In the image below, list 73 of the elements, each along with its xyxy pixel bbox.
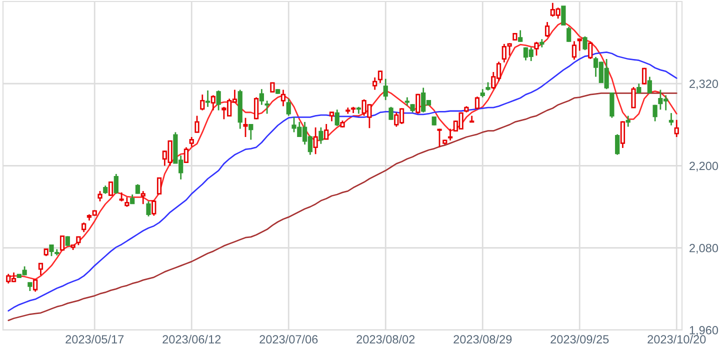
candlestick bbox=[388, 106, 394, 121]
candlestick bbox=[647, 76, 652, 94]
y-tick-label: 2,200 bbox=[690, 162, 718, 172]
candlestick bbox=[588, 41, 593, 60]
candlestick bbox=[582, 36, 588, 51]
x-tick-label: 2023/05/17 bbox=[66, 334, 124, 344]
x-tick-label: 2023/10/20 bbox=[648, 334, 706, 344]
candlestick bbox=[280, 89, 286, 107]
y-tick-label: 2,080 bbox=[690, 244, 718, 254]
x-tick-label: 2023/08/02 bbox=[356, 334, 415, 344]
candlestick bbox=[65, 236, 70, 247]
candlestick bbox=[146, 200, 151, 218]
candlestick bbox=[184, 146, 189, 164]
candlestick bbox=[205, 90, 210, 108]
candlestick bbox=[60, 236, 65, 252]
candlestick bbox=[378, 70, 383, 84]
candlestick bbox=[200, 94, 205, 112]
candlestick bbox=[189, 136, 194, 148]
candlestick bbox=[448, 128, 453, 142]
y-tick-label: 1,960 bbox=[690, 326, 718, 336]
candlestick bbox=[620, 120, 626, 149]
x-tick-label: 2023/09/25 bbox=[550, 334, 609, 344]
candlestick bbox=[534, 41, 539, 56]
line-series bbox=[8, 21, 678, 280]
candlestick bbox=[324, 123, 329, 140]
candlestick bbox=[259, 88, 264, 106]
candlestick bbox=[437, 128, 442, 148]
candlestick bbox=[108, 181, 114, 197]
candlestick bbox=[615, 134, 620, 156]
candlestick bbox=[416, 93, 420, 114]
candlestick bbox=[518, 30, 523, 43]
candlestick bbox=[98, 190, 102, 202]
candlestick bbox=[544, 21, 550, 38]
y-tick-label: 2,320 bbox=[690, 80, 718, 90]
candlestick bbox=[610, 92, 614, 119]
candlestick bbox=[642, 67, 647, 86]
line-series bbox=[8, 51, 678, 312]
candlestick bbox=[674, 119, 679, 138]
candlestick bbox=[566, 26, 572, 43]
candlestick bbox=[156, 177, 162, 195]
x-tick-label: 2023/06/12 bbox=[162, 334, 221, 344]
candlestick bbox=[114, 173, 118, 195]
candlestick bbox=[140, 190, 146, 205]
candlestick bbox=[38, 262, 44, 276]
candlestick bbox=[243, 117, 248, 138]
candlestick bbox=[474, 96, 480, 109]
candlestick bbox=[668, 112, 674, 126]
candlestick bbox=[631, 86, 636, 108]
candlestick bbox=[561, 6, 566, 26]
candlestick bbox=[264, 100, 270, 114]
candlestick bbox=[152, 199, 156, 216]
candlestick bbox=[82, 222, 86, 233]
candlestick bbox=[572, 40, 577, 60]
candlestick bbox=[194, 115, 200, 133]
candlestick bbox=[286, 98, 291, 116]
candlestick bbox=[652, 104, 658, 122]
candlestick bbox=[49, 244, 54, 257]
candlestick bbox=[318, 126, 324, 145]
candlestick bbox=[210, 94, 216, 112]
candlestick bbox=[33, 279, 38, 292]
x-tick-label: 2023/08/29 bbox=[454, 334, 512, 344]
candlestick bbox=[372, 76, 378, 90]
candlestick bbox=[313, 126, 318, 155]
candlestick bbox=[216, 90, 221, 112]
candlestick bbox=[334, 108, 340, 127]
candlestick bbox=[124, 196, 130, 208]
candlestick bbox=[383, 78, 388, 101]
candlestick bbox=[135, 184, 140, 195]
candlestick bbox=[248, 123, 254, 140]
candlestick bbox=[254, 96, 259, 120]
candlestick bbox=[577, 38, 582, 52]
x-tick-label: 2023/07/06 bbox=[260, 334, 318, 344]
candlestick bbox=[626, 115, 630, 128]
